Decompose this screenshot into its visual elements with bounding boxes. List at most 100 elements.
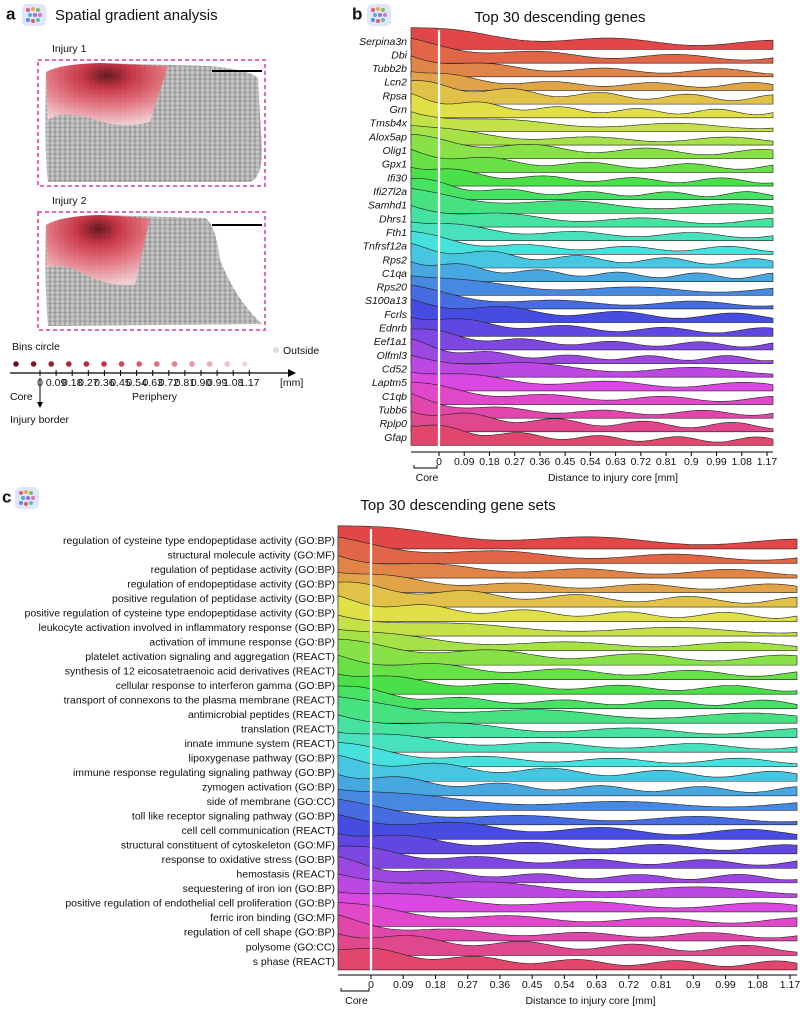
row-label: Tubb6 [378,404,407,416]
ridge [410,316,774,337]
outside-label: Outside [283,345,319,357]
ridge [337,856,798,884]
row-label: Ifi27l2a [373,186,407,198]
ridge [337,696,798,724]
row-label: antimicrobial peptides (REACT) [188,709,335,721]
ridge-plot [337,525,798,975]
ridge [337,948,798,971]
ridge [410,298,774,323]
panel-label: c [2,487,11,506]
ridge [410,205,774,228]
ridge [410,133,774,160]
ridge [337,614,798,637]
tick-label: 0.54 [126,377,147,389]
x-tick-label: 0.27 [504,456,525,468]
row-label: Rps20 [377,282,408,294]
core-label: Core [10,391,33,403]
bin-dot [13,361,19,367]
ridge [337,891,798,913]
ridge [410,221,774,241]
bin-dot [136,361,142,367]
row-label: hemostasis (REACT) [236,869,335,881]
tick-label: 1.08 [223,377,244,389]
ridge [337,581,798,608]
row-label: innate immune system (REACT) [184,738,335,750]
tick-label: 0.90 [191,377,212,389]
row-label: zymogen activation (GO:BP) [202,782,335,794]
ridge [337,814,798,840]
ridge [337,525,798,550]
panel-title: Spatial gradient analysis [55,7,218,24]
row-label: Eef1a1 [374,336,407,348]
row-label: S100a13 [365,295,407,307]
x-axis-label: Distance to injury core [mm] [548,472,678,484]
row-label: immune response regulating signaling pat… [73,767,335,779]
row-label: Fth1 [386,227,407,239]
ridge [410,27,774,50]
unit-label: [mm] [280,377,303,389]
ridge [337,774,798,797]
icon [22,4,46,26]
x-tick-label: 0.81 [651,979,672,991]
ridge [410,261,774,282]
row-label: positive regulation of cysteine type end… [25,607,336,619]
icon [367,4,391,26]
x-tick-label: 1.08 [732,456,753,468]
bin-dot [224,361,230,367]
bin-dot [66,361,72,367]
row-label: Alox5ap [368,131,407,143]
row-label: Rplp0 [380,418,408,430]
x-tick-label: 0.72 [631,456,652,468]
ridge [337,595,798,622]
injury-gradient [46,63,168,126]
row-label: sequestering of iron ion (GO:BP) [183,883,335,895]
x-tick-label: 0.72 [619,979,640,991]
ridge [410,37,774,64]
tick-label: 0.45 [110,377,131,389]
x-tick-label: 0.27 [457,979,478,991]
border-label: Injury border [10,414,69,426]
row-label: toll like receptor signaling pathway (GO… [132,811,335,823]
row-label: transport of connexons to the plasma mem… [64,694,335,706]
row-label: Samhd1 [368,200,407,212]
core-bracket [413,465,438,469]
tick-label: 0.36 [94,377,115,389]
ridge [337,673,798,695]
row-label: s phase (REACT) [253,956,335,968]
bins-legend: 00.090.180.270.360.450.540.630.720.810.9… [13,361,260,389]
ridge [410,166,774,187]
x-tick-label: 0.09 [454,456,475,468]
x-tick-label: 0.63 [605,456,626,468]
roi-box [37,211,266,331]
ridge [337,798,798,826]
bin-dot [83,361,90,367]
ridge-plot [410,27,774,452]
row-label: positive regulation of peptidase activit… [112,593,335,605]
row-label: Gpx1 [382,159,407,171]
ridge [337,873,798,898]
row-label: Ednrb [379,323,407,335]
x-tick-label: 0.09 [393,979,414,991]
row-label: Tmsb4x [370,118,408,130]
x-tick-label: 0.99 [715,979,736,991]
axis-arrow [288,369,296,377]
ridge [410,188,774,214]
row-label: Laptm5 [372,377,407,389]
x-tick-label: 0.18 [479,456,500,468]
injury-gradient [46,215,150,286]
x-tick-label: 0.45 [522,979,543,991]
row-label: C1qb [382,391,407,403]
x-axis-label: Distance to injury core [mm] [525,995,655,1007]
panel-label: a [6,4,16,23]
tick-label: 0.72 [159,377,180,389]
ridge [410,93,774,119]
bin-dot [118,361,125,367]
ridge [337,914,798,942]
tick-label: 0.99 [207,377,228,389]
row-label: Olfml3 [377,350,407,362]
row-label: synthesis of 12 eicosatetraenoic acid de… [65,665,335,677]
icon [15,487,39,509]
row-label: Tubb2b [372,63,407,75]
